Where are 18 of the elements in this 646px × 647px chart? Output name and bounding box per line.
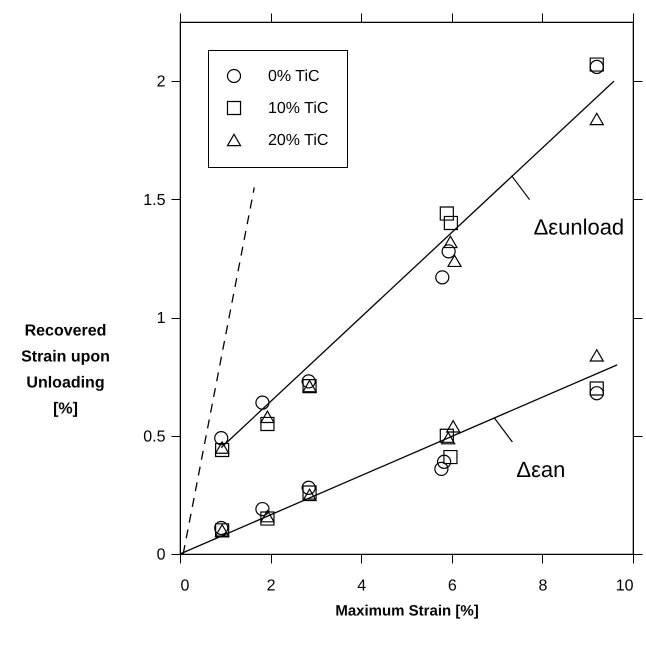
annotation: Δεan [516,457,566,482]
x-tick-label: 10 [616,578,634,594]
x-tick-label: 8 [538,578,548,594]
x-tick-label: 0 [180,578,190,594]
y-tick-label: 0.5 [143,428,166,446]
legend-label: 20% TiC [268,132,328,149]
x-tick-label: 6 [448,578,457,594]
x-tick-label: 4 [357,578,366,594]
annotation: Δεunload [534,214,624,240]
y-tick-label: 0 [156,546,166,564]
x-tick-label: 2 [266,578,276,594]
y-tick-label: 2 [156,74,166,91]
legend-label: 10% TiC [268,100,328,117]
y-tick-label: 1 [156,310,166,328]
legend-label: 0% TiC [268,68,320,85]
x-axis-title: Maximum Strain [%] [335,602,479,620]
y-tick-label: 1.5 [143,192,166,209]
y-axis-title: Recovered Strain upon Unloading [%] [21,322,110,418]
